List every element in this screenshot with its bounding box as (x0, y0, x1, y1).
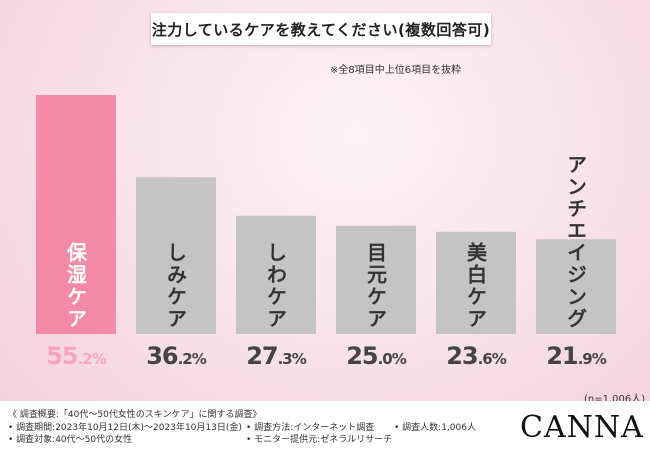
bar-label-1: しみケア (163, 242, 188, 330)
value-label-0: 55.2% (46, 342, 107, 370)
footer (0, 401, 650, 450)
bar-2 (236, 215, 316, 334)
chart-title: 注力しているケアを教えてください(複数回答可) (151, 13, 491, 45)
survey-count: • 調査人数:1,006人 (394, 423, 476, 433)
monitor-provider: • モニター提供元:ゼネラルリサーチ (246, 435, 393, 445)
bar-5 (536, 239, 616, 334)
canna-logo: CANNA (520, 410, 644, 445)
value-label-3: 25.0% (346, 342, 407, 370)
survey-title: 《 調査概要:「40代〜50代女性のスキンケア」に関する調査》 (8, 410, 262, 420)
bar-label-0: 保湿ケア (63, 242, 88, 330)
value-label-4: 23.6% (446, 342, 507, 370)
bar-1 (136, 177, 216, 334)
bar-label-5: アンチエイジング (563, 154, 588, 330)
chart-note: ※全8項目中上位6項目を抜粋 (330, 65, 462, 76)
sample-size-note: (n=1,006人) (584, 394, 646, 405)
bar-0 (36, 95, 116, 334)
bar-label-4: 美白ケア (463, 242, 488, 330)
bar-3 (336, 225, 416, 334)
survey-target: • 調査対象:40代〜50代の女性 (8, 435, 133, 445)
survey-period: • 調査期間:2023年10月12日(木)〜2023年10月13日(金) (8, 423, 242, 433)
value-label-1: 36.2% (146, 342, 207, 370)
bar-label-2: しわケア (263, 242, 288, 330)
value-label-2: 27.3% (246, 342, 307, 370)
bar-4 (436, 231, 516, 334)
survey-method: • 調査方法:インターネット調査 (246, 423, 375, 433)
bar-label-3: 目元ケア (363, 242, 388, 330)
value-label-5: 21.9% (546, 342, 607, 370)
